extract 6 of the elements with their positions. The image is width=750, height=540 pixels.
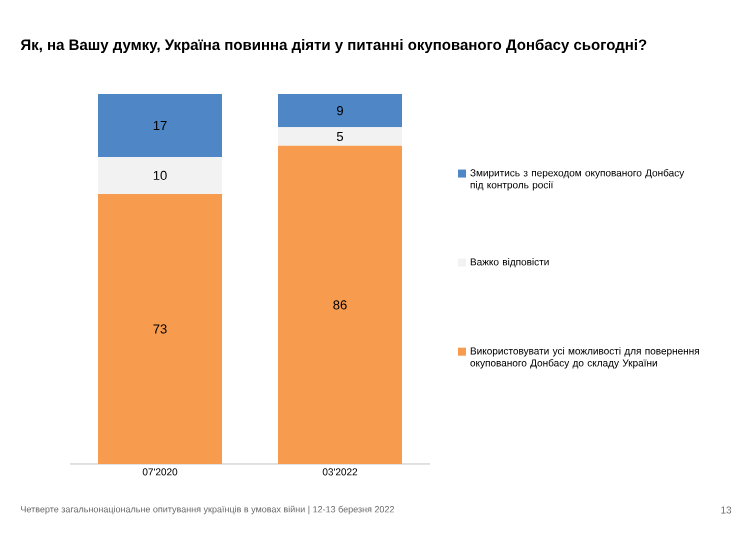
bar bbox=[278, 127, 402, 146]
bar bbox=[278, 93, 402, 128]
bar bbox=[278, 145, 402, 464]
bar bbox=[98, 93, 223, 157]
bar bbox=[98, 193, 223, 464]
bar bbox=[98, 156, 223, 194]
